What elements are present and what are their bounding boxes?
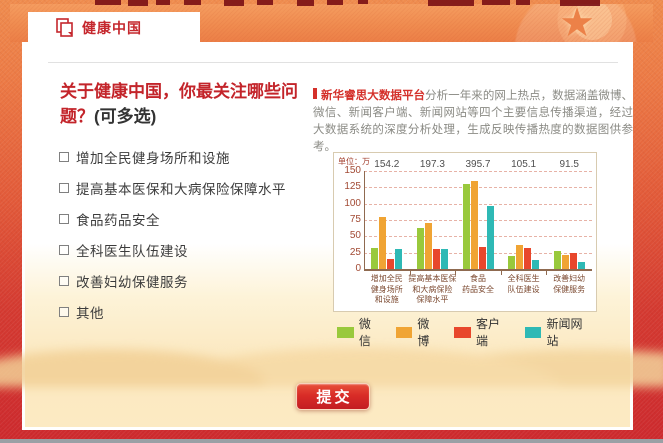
bar-客户端 xyxy=(478,247,486,269)
option-row-5[interactable]: 改善妇幼保健服务 xyxy=(59,265,329,296)
option-checkbox[interactable] xyxy=(59,182,69,193)
x-axis-label: 全科医生 队伍建设 xyxy=(507,274,540,294)
group-total-label: 395.7 xyxy=(465,159,491,170)
legend-swatch-icon xyxy=(395,326,413,338)
y-axis-tick: 75 xyxy=(349,214,361,225)
gridline xyxy=(364,252,592,254)
option-checkbox[interactable] xyxy=(59,306,69,317)
legend-label: 微信 xyxy=(358,317,371,348)
gridline xyxy=(364,171,592,172)
option-label: 增加全民健身场所和设施 xyxy=(76,150,230,166)
option-row-3[interactable]: 食品药品安全 xyxy=(59,203,329,234)
bar-微博 xyxy=(424,223,432,269)
pages-icon xyxy=(56,18,74,37)
legend-item: 微信 xyxy=(337,315,383,349)
y-axis xyxy=(364,171,365,269)
x-axis-label: 改善妇幼 保健服务 xyxy=(553,274,586,294)
x-axis-tick xyxy=(546,271,548,275)
bar-微博 xyxy=(379,217,387,269)
group-total-label: 105.1 xyxy=(511,159,537,170)
gridline xyxy=(364,203,592,205)
submit-button[interactable]: 提交 xyxy=(296,383,370,410)
option-checkbox[interactable] xyxy=(59,151,69,162)
chart-unit-label: 单位：万 xyxy=(338,157,370,166)
intro-lead: 新华睿思大数据平台 xyxy=(321,90,426,102)
bar-微信 xyxy=(371,248,379,269)
y-axis-tick: 50 xyxy=(349,230,361,242)
bar-新闻网站 xyxy=(532,259,540,269)
question-title: 关于健康中国，你最关注哪些问题？(可多选) xyxy=(60,82,298,126)
option-label: 提高基本医保和大病保险保障水平 xyxy=(76,181,286,197)
x-axis-label: 增加全民 健身场所 和设施 xyxy=(370,274,403,304)
option-checkbox[interactable] xyxy=(59,244,69,255)
bar-微博 xyxy=(470,180,478,269)
bar-微信 xyxy=(462,184,470,269)
option-label: 食品药品安全 xyxy=(76,212,160,228)
gridline xyxy=(364,236,592,238)
chart-legend: 微信 微博 客户端 新闻网站 xyxy=(337,315,607,349)
gridline xyxy=(364,187,592,189)
legend-item: 客户端 xyxy=(454,315,511,349)
group-total-label: 197.3 xyxy=(419,159,445,170)
card-tab-title: 健康中国 xyxy=(82,19,142,36)
option-checkbox[interactable] xyxy=(59,275,69,286)
legend-item: 微博 xyxy=(395,315,442,349)
bar-chart: 单位：万 0 25 50 75 100 125 150 154.2 增加全民 健身场所 和设施 1… xyxy=(333,152,597,312)
options-list: 增加全民健身场所和设施提高基本医保和大病保险保障水平 食品药品安全全科医生队伍建设… xyxy=(59,141,329,327)
option-row-4[interactable]: 全科医生队伍建设 xyxy=(59,234,329,265)
x-axis-label: 提高基本医保 和大病保险 保障水平 xyxy=(408,274,457,304)
bar-新闻网站 xyxy=(577,262,585,269)
option-checkbox[interactable] xyxy=(59,213,69,224)
option-row-1[interactable]: 增加全民健身场所和设施 xyxy=(59,141,329,172)
bar-微信 xyxy=(553,250,561,269)
red-bar-icon xyxy=(313,88,317,99)
legend-swatch-icon xyxy=(337,326,354,338)
bar-客户端 xyxy=(387,259,395,269)
bar-新闻网站 xyxy=(395,249,403,269)
y-axis-tick: 150 xyxy=(344,165,361,176)
option-row-6[interactable]: 其他 xyxy=(59,296,329,327)
top-banner-cropped-title xyxy=(0,0,663,7)
gridline xyxy=(364,220,592,221)
window-bottom-edge xyxy=(0,439,663,443)
y-axis-tick: 100 xyxy=(344,197,361,209)
option-label: 全科医生队伍建设 xyxy=(76,243,188,259)
x-axis-tick xyxy=(455,271,457,275)
legend-label: 客户端 xyxy=(475,317,500,348)
legend-label: 新闻网站 xyxy=(546,317,583,348)
legend-item: 新闻网站 xyxy=(524,315,594,349)
x-axis xyxy=(364,269,592,271)
y-axis-tick: 25 xyxy=(349,246,361,258)
bar-客户端 xyxy=(524,248,532,269)
x-axis-tick xyxy=(500,271,502,275)
legend-swatch-icon xyxy=(454,326,471,338)
y-axis-tick: 0 xyxy=(355,263,361,274)
group-total-label: 154.2 xyxy=(374,159,400,170)
header-divider xyxy=(48,62,618,63)
bar-微信 xyxy=(508,255,516,269)
y-axis-tick: 125 xyxy=(344,181,361,193)
card-tab: 健康中国 xyxy=(28,12,200,43)
option-row-2[interactable]: 提高基本医保和大病保险保障水平 xyxy=(59,172,329,203)
option-label: 改善妇幼保健服务 xyxy=(76,274,188,290)
x-axis-label: 食品 药品安全 xyxy=(461,274,494,294)
bar-微博 xyxy=(516,244,524,269)
legend-swatch-icon xyxy=(524,326,542,338)
bar-客户端 xyxy=(569,253,577,269)
bar-客户端 xyxy=(432,249,440,269)
intro-paragraph: 新华睿思大数据平台分析一年来的网上热点，数据涵盖微博、微信、新闻客户端、新闻网站… xyxy=(313,88,633,156)
bar-新闻网站 xyxy=(486,206,494,269)
mountain-artwork xyxy=(0,297,663,387)
x-axis-tick xyxy=(409,271,411,275)
bar-新闻网站 xyxy=(440,249,448,269)
bar-微博 xyxy=(561,255,569,269)
bar-微信 xyxy=(416,227,424,269)
multi-select-note: (可多选) xyxy=(94,107,157,126)
group-total-label: 91.5 xyxy=(559,159,579,170)
star-icon: ★ xyxy=(559,1,595,45)
legend-label: 微博 xyxy=(417,317,430,348)
option-label: 其他 xyxy=(76,305,104,321)
intro-body: 分析一年来的网上热点，数据涵盖微博、微信、新闻客户端、新闻网站等四个主要信息传播… xyxy=(313,90,634,153)
